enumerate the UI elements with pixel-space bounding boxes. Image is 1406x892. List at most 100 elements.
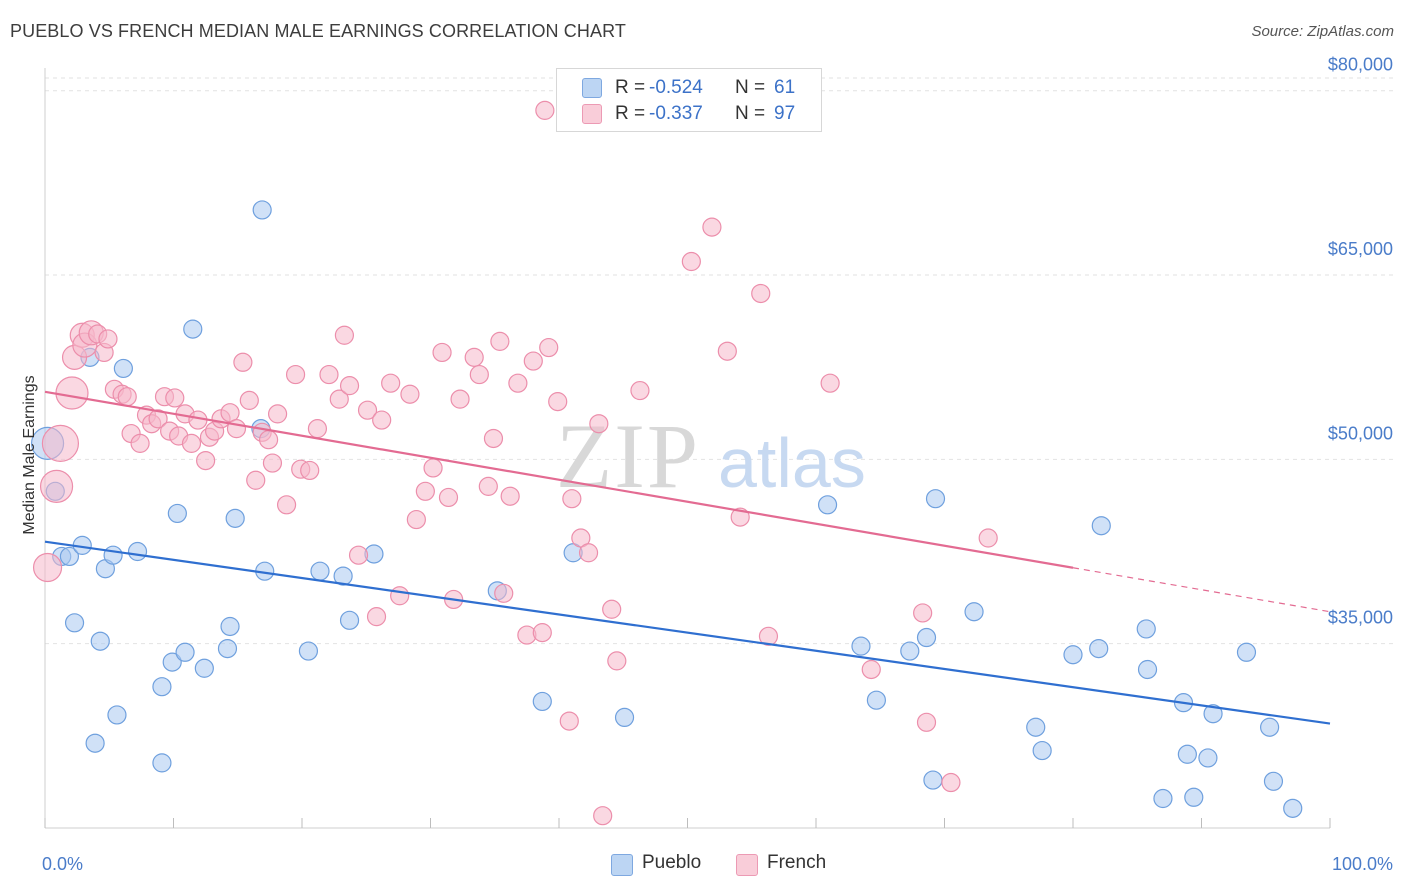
french-point <box>500 486 520 506</box>
watermark-atlas: atlas <box>718 424 866 502</box>
pueblo-point <box>614 707 635 728</box>
pueblo-point <box>217 638 238 659</box>
watermark: ZIP atlas <box>556 405 866 507</box>
french-point <box>423 458 443 478</box>
pueblo-point <box>1032 740 1052 761</box>
french-point <box>41 424 80 462</box>
pueblo-point <box>194 658 214 678</box>
french-point <box>861 659 881 680</box>
axes-layer: $35,000 $50,000 $65,000 $80,000 0.0% 100.0% <box>42 55 1393 874</box>
pueblo-point <box>113 358 133 379</box>
pueblo-point <box>333 566 353 586</box>
chart-title: PUEBLO VS FRENCH MEDIAN MALE EARNINGS CO… <box>10 21 626 41</box>
pueblo-point <box>851 636 871 656</box>
french-point <box>334 325 355 345</box>
pueblo-point <box>85 733 105 753</box>
x-tick-label: 100.0% <box>1332 854 1393 874</box>
y-axis-label: Median Male Earnings <box>21 375 38 534</box>
pueblo-point <box>59 546 80 567</box>
pueblo-point <box>252 200 272 220</box>
french-point <box>181 433 202 453</box>
legend-r-value: -0.337 <box>649 103 703 124</box>
legend-r-label: R = <box>615 77 646 98</box>
french-point <box>372 410 392 430</box>
french-trendline <box>44 390 1074 569</box>
pueblo-point <box>1177 744 1197 764</box>
french-point <box>239 390 259 410</box>
french-point <box>630 380 650 401</box>
pueblo-point <box>175 642 195 662</box>
french-point <box>717 341 737 361</box>
french-point <box>523 351 543 371</box>
pueblo-point <box>127 541 148 562</box>
french-point <box>307 419 328 439</box>
pueblo-point <box>923 770 943 790</box>
y-tick-label: $80,000 <box>1328 55 1393 75</box>
legend-n-value: 61 <box>774 77 796 98</box>
french-point <box>165 388 185 408</box>
pueblo-point <box>1198 748 1218 768</box>
pueblo-point <box>1026 717 1046 737</box>
legend-r-label: R = <box>615 103 646 124</box>
french-point <box>539 337 559 358</box>
legend-r-value: -0.524 <box>649 77 703 98</box>
trend-layer <box>44 390 1331 725</box>
french-point <box>593 806 613 826</box>
pueblo-point <box>162 652 182 672</box>
pueblo-point <box>103 545 123 565</box>
watermark-zip: ZIP <box>556 405 700 507</box>
correlation-legend: R = -0.524 N = 61 R = -0.337 N = 97 <box>556 68 822 132</box>
french-point <box>357 400 378 420</box>
pueblo-point <box>152 753 172 773</box>
pueblo-point <box>1063 645 1083 665</box>
source-label: Source: ZipAtlas.com <box>1251 23 1394 40</box>
y-tick-label: $65,000 <box>1328 239 1393 259</box>
pueblo-point <box>866 690 886 710</box>
french-point <box>450 389 470 409</box>
pueblo-point <box>220 616 240 637</box>
french-point <box>978 528 998 548</box>
french-point <box>758 626 779 646</box>
y-tick-label: $50,000 <box>1328 423 1393 443</box>
points-layer <box>30 100 1303 826</box>
french-point <box>494 583 514 603</box>
french-point <box>390 586 410 606</box>
french-point <box>432 342 452 363</box>
pueblo-point <box>1184 787 1204 807</box>
french-point <box>233 352 253 372</box>
pueblo-point <box>167 503 187 524</box>
legend-row-french: R = -0.337 N = 97 <box>557 101 821 127</box>
french-point <box>820 373 840 393</box>
pueblo-point <box>225 508 245 528</box>
french-point <box>478 476 498 496</box>
french-point <box>607 651 627 671</box>
pueblo-point <box>532 691 552 712</box>
pueblo-point <box>1283 798 1303 818</box>
pueblo-point <box>1260 717 1280 737</box>
pueblo-point <box>1091 516 1111 536</box>
french-point <box>469 364 489 385</box>
french-point <box>916 712 937 732</box>
french-point <box>913 603 933 623</box>
french-point <box>285 364 306 385</box>
pueblo-point <box>90 631 110 651</box>
french-point <box>400 384 420 404</box>
french-point <box>226 419 247 439</box>
pueblo-point <box>64 613 85 633</box>
bottom-legend-label-pueblo: Pueblo <box>642 852 702 873</box>
french-point <box>348 545 369 565</box>
french-point <box>196 450 216 471</box>
french-point <box>300 460 320 481</box>
french-point <box>702 217 722 237</box>
french-point <box>589 414 609 434</box>
legend-row-pueblo: R = -0.524 N = 61 <box>557 75 821 101</box>
pueblo-point <box>298 641 319 661</box>
french-point <box>267 404 288 424</box>
french-point <box>148 409 168 429</box>
bottom-legend-swatch-pueblo <box>611 854 633 876</box>
bottom-legend-label-french: French <box>767 852 827 873</box>
french-point <box>483 428 504 449</box>
french-point <box>464 347 484 367</box>
french-point <box>381 373 401 393</box>
